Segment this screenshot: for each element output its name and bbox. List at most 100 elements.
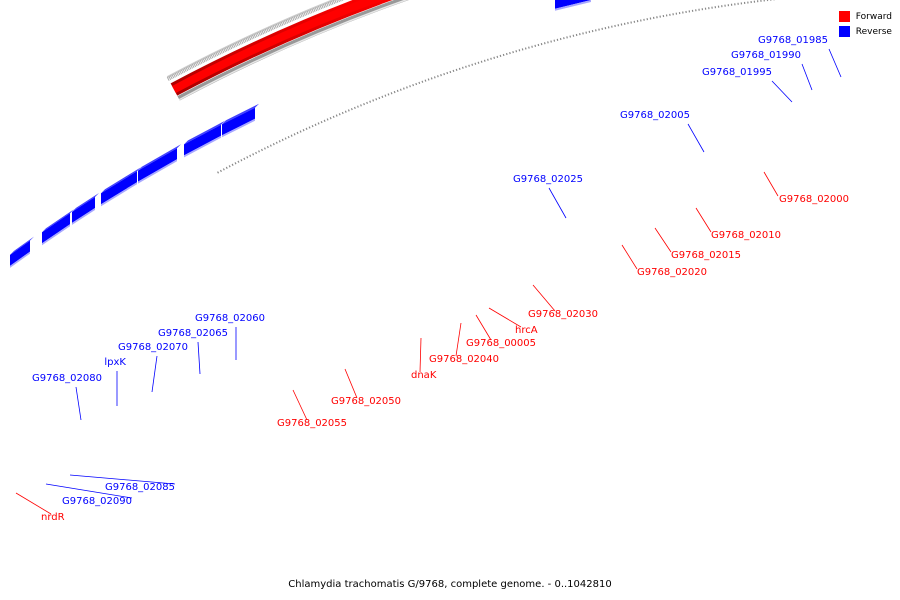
outer-minor-tick (372, 99, 375, 102)
inner-minor-tick (290, 17, 293, 22)
outer-minor-tick (455, 68, 458, 72)
outer-minor-tick (350, 107, 353, 111)
outer-minor-tick (269, 144, 272, 147)
outer-minor-tick (559, 37, 562, 41)
outer-minor-tick (252, 153, 255, 156)
outer-minor-tick (290, 134, 293, 137)
outer-minor-tick (332, 115, 335, 119)
inner-minor-tick (251, 34, 255, 39)
outer-minor-tick (528, 46, 530, 49)
reverse-feature-label: G9768_02025 (513, 174, 583, 185)
legend: Forward Reverse (838, 9, 892, 39)
inner-minor-tick (282, 20, 285, 26)
inner-minor-tick (318, 5, 321, 10)
reverse-feature-leader-line (828, 48, 842, 78)
reverse-feature-leader-line (75, 386, 82, 421)
outer-minor-tick (263, 147, 266, 150)
outer-minor-tick (384, 94, 387, 97)
outer-minor-tick (278, 140, 281, 143)
inner-minor-tick (253, 33, 257, 38)
reverse-feature-label: G9768_02065 (158, 328, 228, 339)
inner-minor-tick (243, 38, 247, 43)
outer-minor-tick (225, 166, 228, 169)
outer-minor-tick (258, 150, 261, 153)
feature-labels: G9768_01985 G9768_01990 G9768_01995 G9768_0… (15, 35, 849, 523)
outer-minor-tick (338, 113, 341, 116)
outer-minor-tick (433, 76, 436, 79)
forward-feature-leader-line (621, 244, 638, 270)
reverse-feature (10, 240, 30, 266)
inner-minor-tick (177, 71, 181, 76)
forward-feature-label: G9768_02010 (711, 230, 781, 241)
outer-minor-tick (296, 131, 299, 135)
reverse-feature-label: G9768_01990 (731, 50, 801, 61)
reverse-feature (42, 213, 70, 244)
outer-minor-tick (402, 87, 405, 90)
inner-minor-tick (326, 2, 329, 7)
inner-minor-tick (287, 18, 290, 23)
inner-minor-tick (224, 47, 228, 52)
inner-minor-tick (173, 73, 176, 78)
outer-minor-tick (540, 42, 543, 46)
outer-minor-tick (415, 82, 418, 86)
inner-minor-tick (338, 0, 340, 3)
inner-minor-tick (210, 54, 214, 59)
outer-minor-tick (393, 90, 396, 94)
inner-minor-tick (313, 7, 316, 12)
backbone-highlight (178, 0, 409, 101)
forward-feature-label: hrcA (515, 325, 538, 336)
inner-minor-tick (274, 24, 277, 29)
inner-minor-tick (229, 45, 233, 50)
inner-minor-tick (321, 4, 324, 9)
outer-minor-tick (406, 86, 408, 89)
outer-minor-tick (509, 51, 511, 55)
inner-minor-tick (300, 13, 303, 18)
reverse-feature-label: G9768_02090 (62, 496, 132, 507)
inner-minor-tick (314, 7, 318, 12)
feature-track (10, 0, 591, 268)
outer-minor-tick (293, 133, 296, 136)
forward-feature-label: G9768_00005 (466, 338, 536, 349)
outer-minor-tick (381, 95, 384, 98)
forward-strand-core (172, 0, 385, 94)
outer-minor-tick (496, 55, 499, 58)
genome-caption: Chlamydia trachomatis G/9768, complete g… (288, 579, 612, 590)
reverse-feature-label: G9768_02070 (118, 342, 188, 353)
forward-feature-leader-line (532, 284, 556, 312)
forward-feature-leader-line (475, 314, 492, 341)
outer-minor-tick (369, 100, 372, 103)
outer-minor-tick (240, 159, 243, 162)
outer-minor-tick (477, 61, 480, 64)
reverse-feature-label: G9768_01985 (758, 35, 828, 46)
outer-minor-tick (446, 71, 449, 75)
forward-feature-label: dnaK (411, 370, 437, 381)
inner-minor-tick (232, 43, 236, 48)
outer-minor-tick (521, 48, 524, 51)
outer-minor-tick (493, 56, 496, 59)
outer-minor-tick (344, 110, 347, 113)
reverse-feature-leader-line (197, 341, 201, 375)
outer-minor-tick (399, 88, 402, 91)
inner-minor-tick (198, 60, 201, 65)
outer-minor-tick (499, 54, 502, 58)
outer-minor-tick (550, 40, 552, 43)
outer-minor-tick (553, 39, 556, 42)
inner-minor-tick (221, 48, 225, 54)
outer-minor-tick (387, 93, 390, 96)
inner-minor-tick (188, 65, 192, 70)
inner-minor-tick (319, 5, 323, 10)
minor-ticks (166, 0, 775, 174)
outer-minor-tick (243, 157, 246, 160)
inner-minor-tick (245, 37, 249, 42)
outer-minor-tick (537, 43, 540, 47)
inner-minor-tick (255, 33, 258, 38)
outer-minor-tick (490, 57, 492, 60)
outer-minor-tick (314, 123, 317, 126)
outer-minor-tick (409, 85, 411, 88)
inner-minor-tick (226, 46, 230, 51)
inner-minor-tick (305, 11, 308, 16)
inner-minor-tick (194, 62, 198, 67)
inner-minor-tick (237, 41, 241, 46)
outer-minor-tick (547, 41, 549, 44)
